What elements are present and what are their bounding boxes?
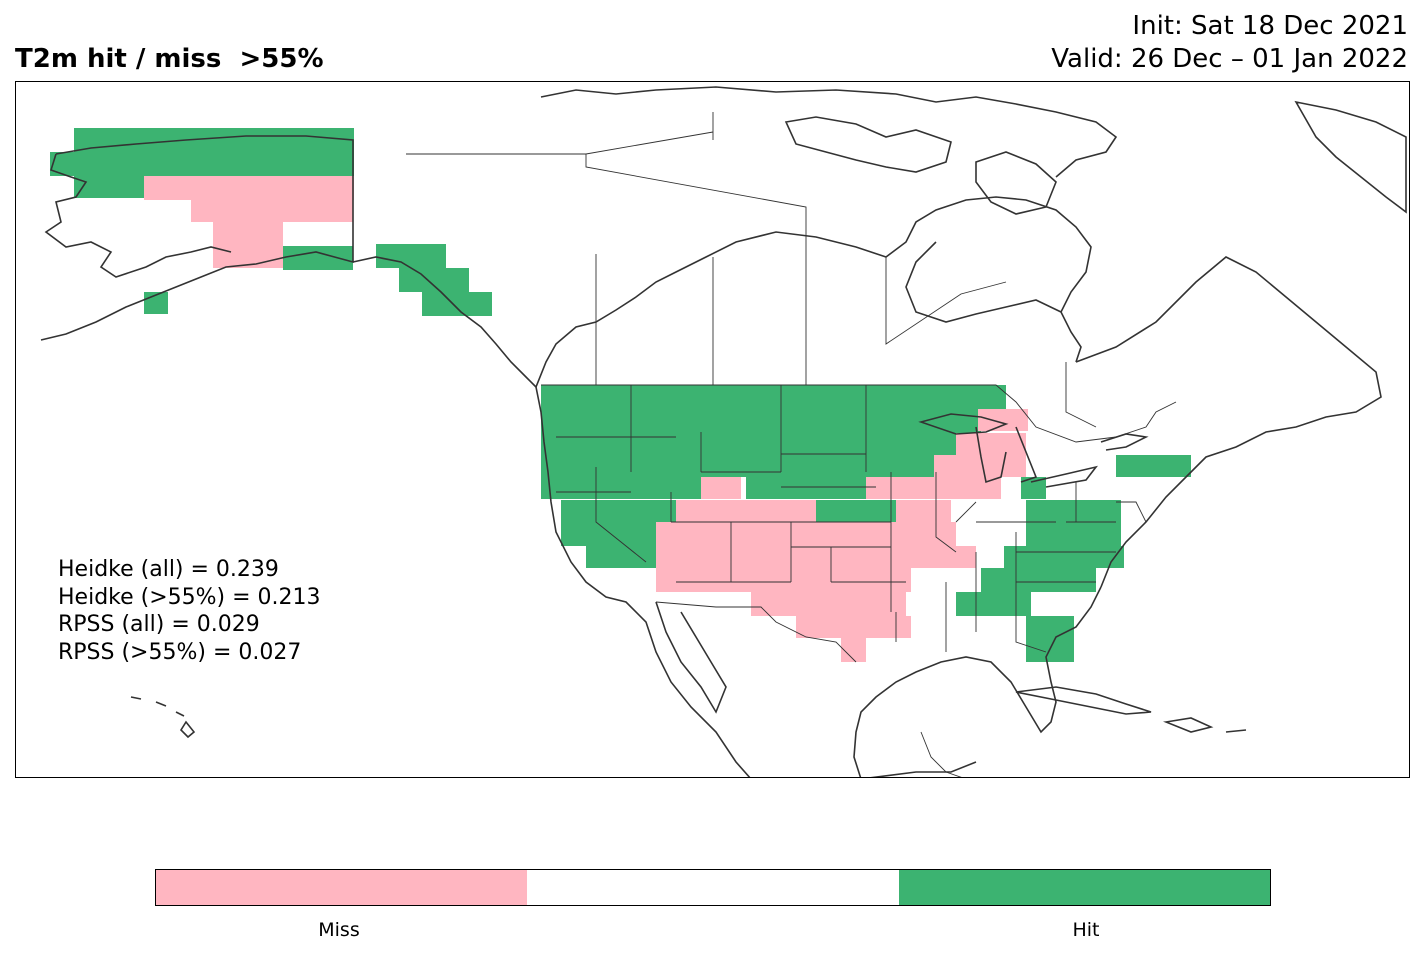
hit-cell <box>541 409 981 433</box>
map-title: T2m hit / miss >55% <box>15 44 324 74</box>
us-states <box>556 385 1147 653</box>
hawaii <box>130 696 196 739</box>
borders <box>352 112 1177 777</box>
colorbar-hit-segment <box>898 870 1270 905</box>
colorbar-neutral-segment <box>527 870 899 905</box>
rpss-55: RPSS (>55%) = 0.027 <box>58 639 302 665</box>
miss-cell <box>676 500 816 522</box>
hit-cell <box>50 152 75 176</box>
miss-cell <box>866 477 941 499</box>
hit-cell <box>746 477 866 499</box>
miss-cell <box>751 592 906 616</box>
hit-cell <box>376 244 446 268</box>
miss-cell <box>796 616 911 638</box>
hit-miss-cells <box>50 128 1191 662</box>
alaska-coast <box>40 135 537 388</box>
hit-cell <box>1116 455 1191 477</box>
hit-cell <box>586 546 656 568</box>
miss-cell <box>656 568 911 592</box>
hit-cell <box>816 500 896 522</box>
hit-cell <box>981 568 1096 592</box>
miss-cell <box>934 455 1026 477</box>
cuba <box>1015 686 1152 715</box>
hudson-bay <box>535 196 1092 388</box>
colorbar <box>155 869 1271 906</box>
us-mexico-border <box>655 601 857 663</box>
hit-cell <box>74 176 144 198</box>
heidke-55: Heidke (>55%) = 0.213 <box>58 584 321 610</box>
colorbar-miss-segment <box>156 870 528 905</box>
hit-cell <box>541 433 959 455</box>
miss-cell <box>656 546 976 568</box>
rpss-all: RPSS (all) = 0.029 <box>58 612 260 637</box>
miss-cell <box>701 477 741 499</box>
hit-cell <box>561 500 676 522</box>
miss-cell <box>841 638 866 662</box>
miss-cell <box>896 500 951 522</box>
hit-cell <box>561 522 656 546</box>
miss-cell <box>213 222 283 246</box>
colorbar-miss-label: Miss <box>318 919 360 941</box>
hit-cell <box>541 477 701 499</box>
us-west-coast <box>535 386 751 777</box>
colorbar-hit-label: Hit <box>1072 919 1100 941</box>
hit-cell <box>283 246 353 270</box>
hit-cell <box>74 128 354 176</box>
baja-peninsula <box>655 601 727 714</box>
miss-cell <box>978 409 1028 431</box>
map-panel <box>15 81 1410 778</box>
coastlines <box>40 86 1407 777</box>
hispaniola <box>1163 717 1247 733</box>
north-america-map <box>40 86 1407 777</box>
us-canada-border <box>541 384 1177 443</box>
miss-cell <box>144 176 354 200</box>
hit-cell <box>422 292 492 316</box>
hit-cell <box>541 385 1006 409</box>
skill-scores: Heidke (all) = 0.239 Heidke (>55%) = 0.2… <box>58 556 321 666</box>
great-lakes <box>918 413 1149 488</box>
canada-provinces <box>406 112 1097 428</box>
miss-cell <box>656 522 956 546</box>
heidke-all: Heidke (all) = 0.239 <box>58 557 279 582</box>
valid-period: Valid: 26 Dec – 01 Jan 2022 <box>1051 44 1408 74</box>
hit-cell <box>1026 500 1121 522</box>
hit-cell <box>956 592 1031 616</box>
hit-cell <box>541 455 1006 477</box>
hit-cell <box>399 268 469 292</box>
miss-cell <box>956 433 1026 455</box>
hit-cell <box>1004 546 1124 568</box>
arctic-islands <box>540 86 1407 215</box>
init-date: Init: Sat 18 Dec 2021 <box>1132 11 1408 41</box>
miss-cell <box>191 200 353 222</box>
central-america <box>920 731 962 777</box>
hit-cell <box>1026 522 1121 546</box>
hit-cell <box>1026 616 1074 638</box>
hit-cell <box>1021 477 1046 499</box>
labrador-coast <box>1075 256 1382 588</box>
us-east-gulf-coast <box>853 586 1102 777</box>
